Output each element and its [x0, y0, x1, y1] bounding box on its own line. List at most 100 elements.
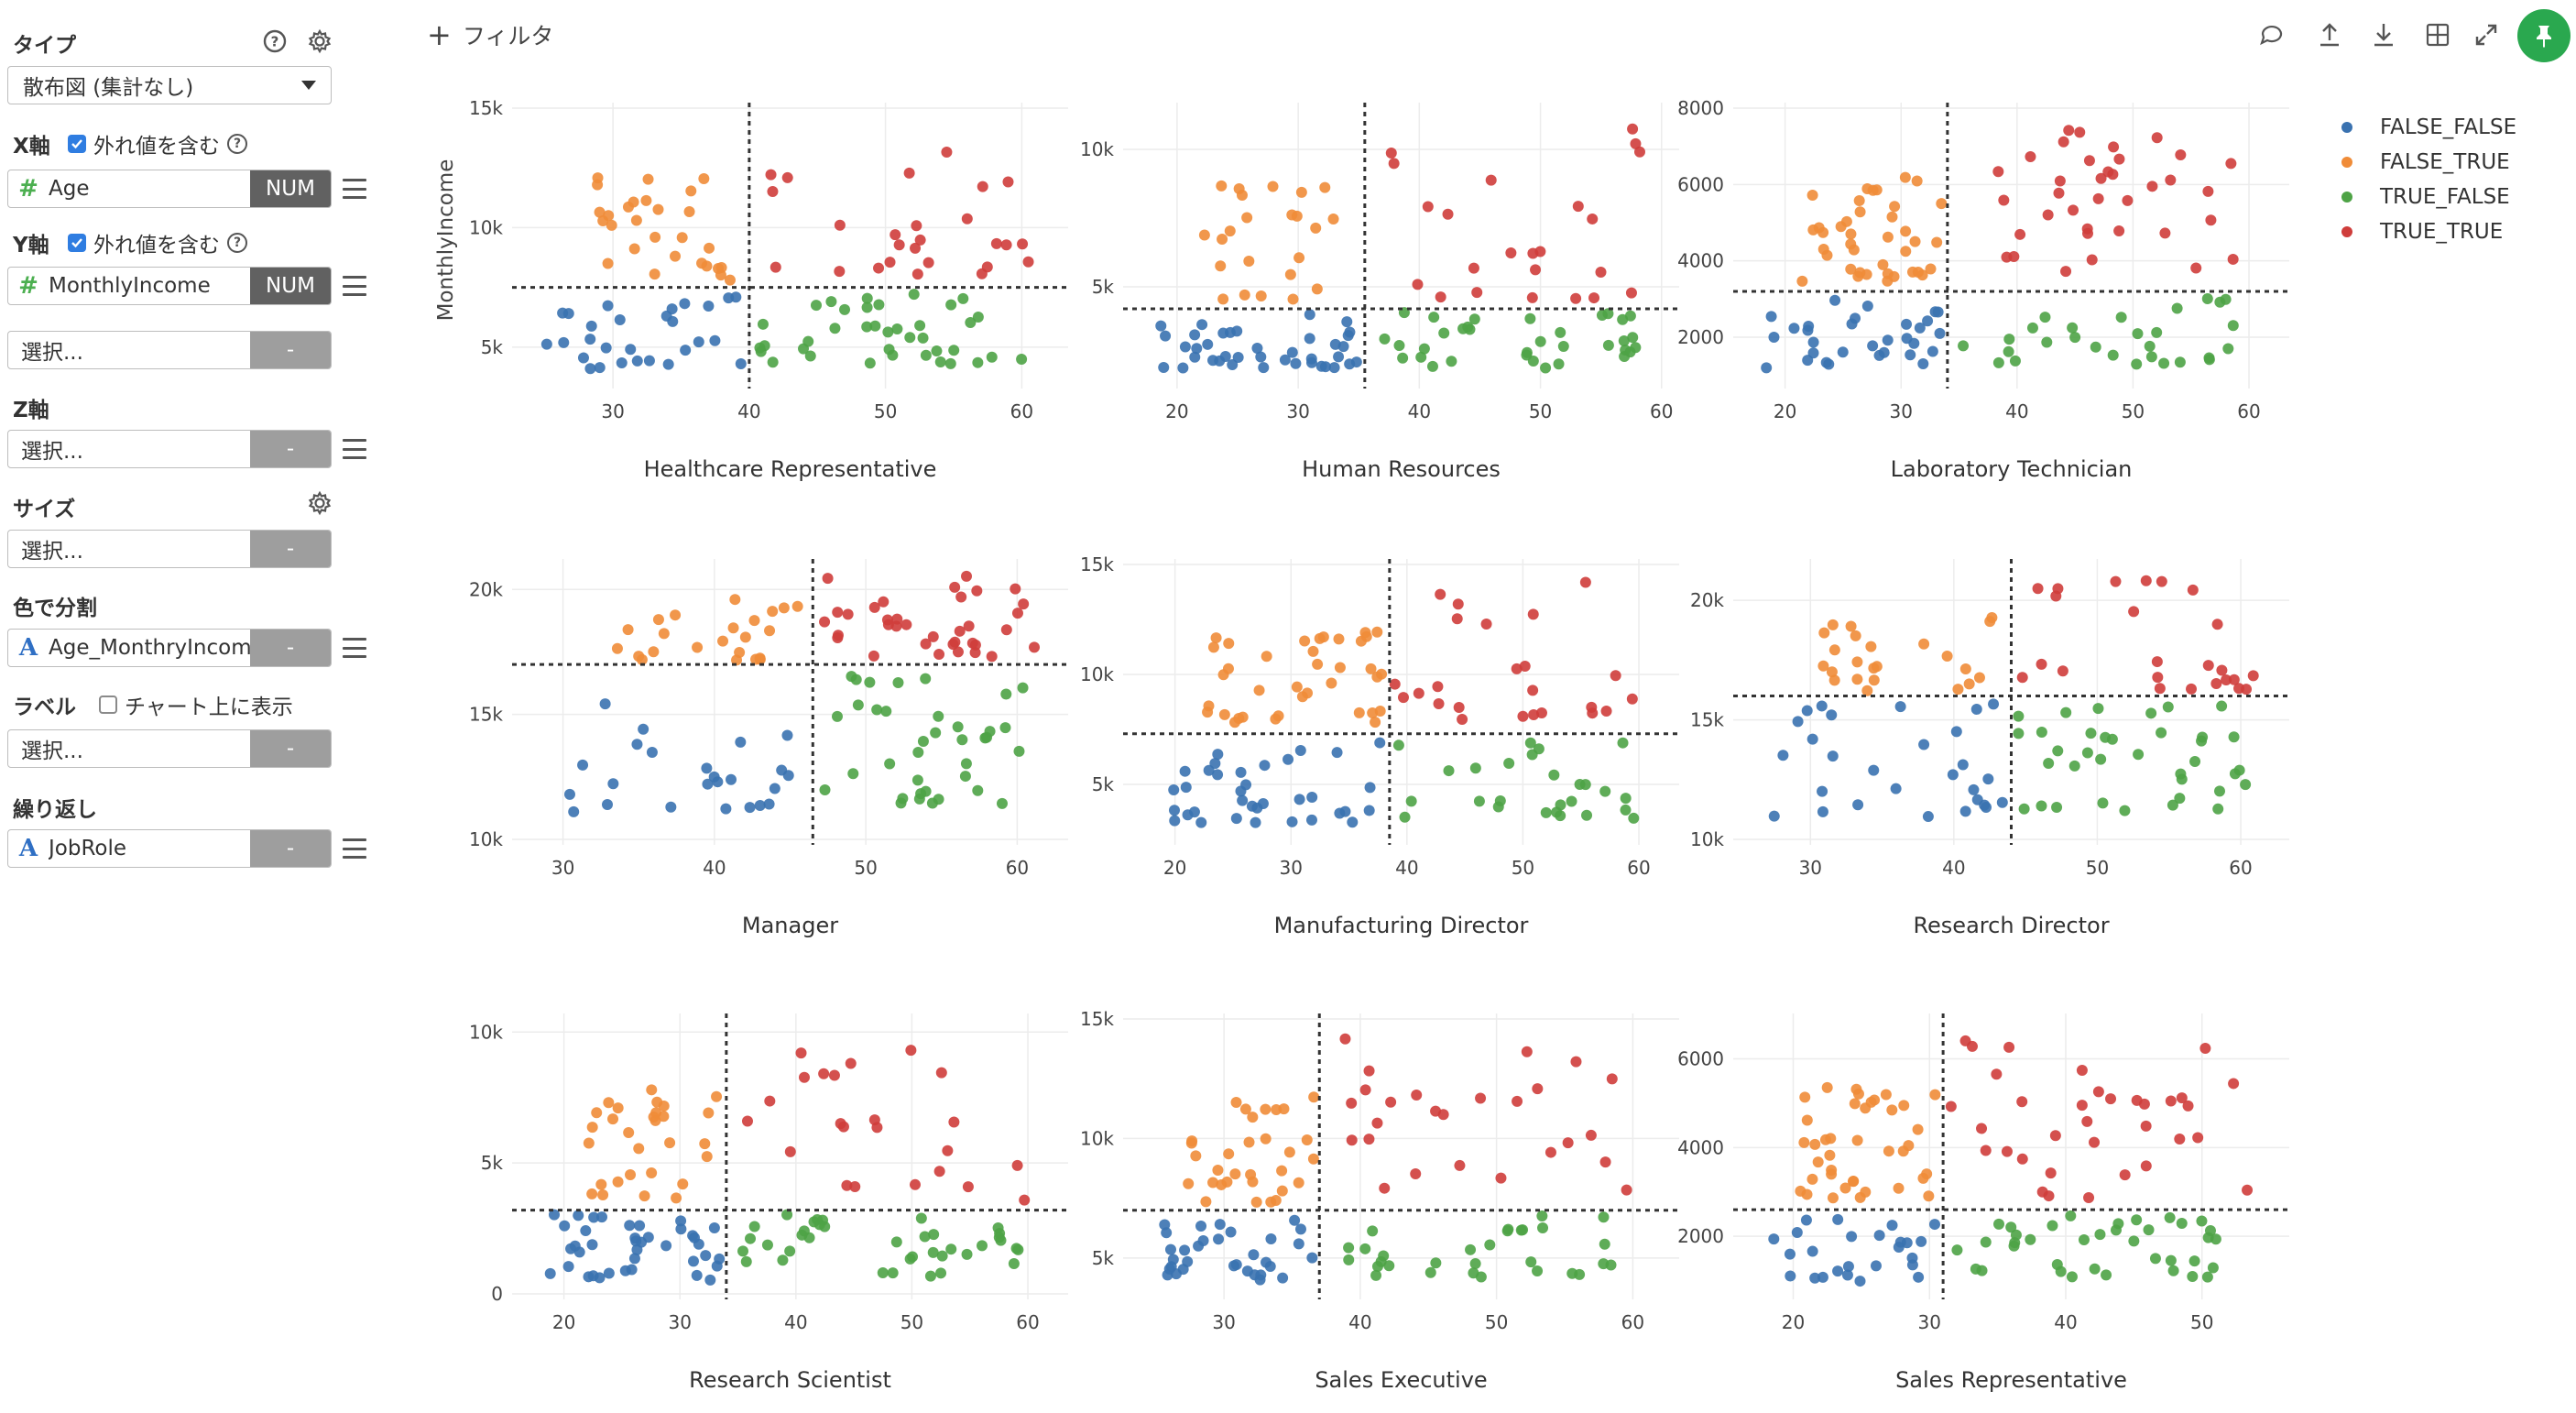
- menu-icon[interactable]: [343, 179, 366, 199]
- data-point: [1289, 1214, 1301, 1226]
- data-point: [901, 619, 912, 630]
- data-point: [2152, 672, 2164, 684]
- checkbox-checked-icon[interactable]: [68, 135, 86, 153]
- data-point: [952, 721, 964, 733]
- legend-item[interactable]: TRUE_TRUE: [2341, 214, 2516, 249]
- data-point: [2094, 1229, 2106, 1241]
- data-point: [586, 1239, 598, 1251]
- data-point: [1469, 1257, 1481, 1269]
- extra-select[interactable]: 選択... -: [7, 331, 332, 369]
- data-point: [2097, 797, 2109, 809]
- data-point: [1370, 717, 1381, 728]
- label-select[interactable]: 選択... -: [7, 729, 332, 768]
- x-include-outliers[interactable]: 外れ値を含む ?: [68, 128, 247, 159]
- chart-type-select[interactable]: 散布図 (集計なし): [7, 66, 332, 104]
- data-point: [1806, 1245, 1818, 1257]
- data-point: [568, 805, 580, 817]
- checkbox-checked-icon[interactable]: [68, 234, 86, 252]
- table-icon[interactable]: [2423, 20, 2452, 49]
- y-tick-label: 6000: [1677, 1048, 1724, 1070]
- y-tick-label: 15k: [1080, 1008, 1114, 1030]
- data-point: [2051, 1259, 2063, 1271]
- download-icon[interactable]: [2369, 20, 2398, 49]
- data-point: [1167, 1254, 1179, 1265]
- data-point: [1851, 1134, 1863, 1146]
- upload-icon[interactable]: [2315, 20, 2344, 49]
- y-tick-label: 10k: [469, 1021, 503, 1043]
- data-point: [1210, 632, 1222, 644]
- data-point: [909, 1178, 921, 1190]
- data-point: [2078, 1234, 2090, 1246]
- data-point: [2069, 332, 2081, 344]
- expand-icon[interactable]: [2472, 20, 2501, 49]
- data-point: [1435, 291, 1446, 303]
- data-point: [1451, 613, 1463, 625]
- legend-item[interactable]: FALSE_TRUE: [2341, 145, 2516, 180]
- color-split-field[interactable]: A Age_MonthryIncom -: [7, 629, 332, 667]
- data-point: [1159, 1219, 1171, 1231]
- data-point: [602, 799, 614, 811]
- data-point: [2092, 1086, 2104, 1098]
- show-label-on-chart[interactable]: チャート上に表示: [99, 689, 293, 720]
- data-point: [2113, 225, 2125, 237]
- menu-icon[interactable]: [343, 838, 366, 859]
- data-point: [1617, 313, 1629, 325]
- legend-item[interactable]: FALSE_FALSE: [2341, 110, 2516, 145]
- help-icon[interactable]: ?: [261, 27, 289, 55]
- data-point: [1873, 1230, 1885, 1242]
- x-axis-field[interactable]: # Age NUM: [7, 170, 332, 208]
- data-point: [903, 167, 915, 179]
- x-tick-label: 50: [2190, 1311, 2213, 1333]
- data-point: [841, 1179, 853, 1191]
- x-axis-type-tag: NUM: [250, 170, 331, 207]
- gear-icon[interactable]: [306, 489, 333, 517]
- checkbox-unchecked-icon[interactable]: [99, 696, 117, 714]
- pin-button[interactable]: [2517, 9, 2571, 62]
- data-point: [1343, 1242, 1355, 1254]
- help-icon[interactable]: ?: [227, 134, 247, 154]
- data-point: [1854, 267, 1866, 279]
- data-point: [1277, 1272, 1289, 1284]
- data-point: [1290, 357, 1302, 369]
- menu-icon[interactable]: [343, 439, 366, 459]
- size-select[interactable]: 選択... -: [7, 530, 332, 568]
- data-point: [1371, 671, 1383, 683]
- data-point: [1446, 356, 1457, 367]
- help-icon[interactable]: ?: [227, 233, 247, 253]
- data-point: [767, 356, 779, 368]
- data-point: [1276, 1185, 1288, 1197]
- data-point: [559, 1220, 571, 1232]
- data-point: [1019, 1194, 1031, 1206]
- data-point: [1306, 792, 1318, 804]
- menu-icon[interactable]: [343, 276, 366, 296]
- data-point: [1202, 706, 1214, 718]
- data-point: [643, 355, 655, 367]
- data-point: [2122, 194, 2134, 206]
- menu-icon[interactable]: [343, 638, 366, 658]
- data-point: [1950, 726, 1962, 738]
- z-axis-select[interactable]: 選択... -: [7, 430, 332, 468]
- data-point: [2047, 1220, 2058, 1232]
- data-point: [1180, 782, 1192, 794]
- data-point: [1272, 710, 1284, 722]
- data-point: [1246, 800, 1258, 812]
- data-point: [1916, 1235, 1927, 1247]
- gear-icon[interactable]: [306, 27, 333, 55]
- data-point: [911, 268, 923, 280]
- data-point: [2146, 181, 2158, 192]
- repeat-field[interactable]: A JobRole -: [7, 829, 332, 868]
- data-point: [1958, 340, 1970, 352]
- x-tick-label: 40: [1395, 857, 1418, 879]
- data-point: [922, 257, 934, 268]
- data-point: [1008, 1257, 1020, 1269]
- data-point: [630, 214, 642, 226]
- legend-item[interactable]: TRUE_FALSE: [2341, 180, 2516, 214]
- data-point: [1413, 687, 1424, 699]
- comment-icon[interactable]: [2257, 20, 2287, 49]
- y-include-outliers[interactable]: 外れ値を含む ?: [68, 227, 247, 258]
- add-filter-button[interactable]: + フィルタ: [427, 18, 553, 51]
- y-axis-field[interactable]: # MonthlyIncome NUM: [7, 267, 332, 305]
- data-point: [603, 1267, 615, 1279]
- data-point: [1160, 330, 1172, 342]
- data-point: [1232, 351, 1244, 363]
